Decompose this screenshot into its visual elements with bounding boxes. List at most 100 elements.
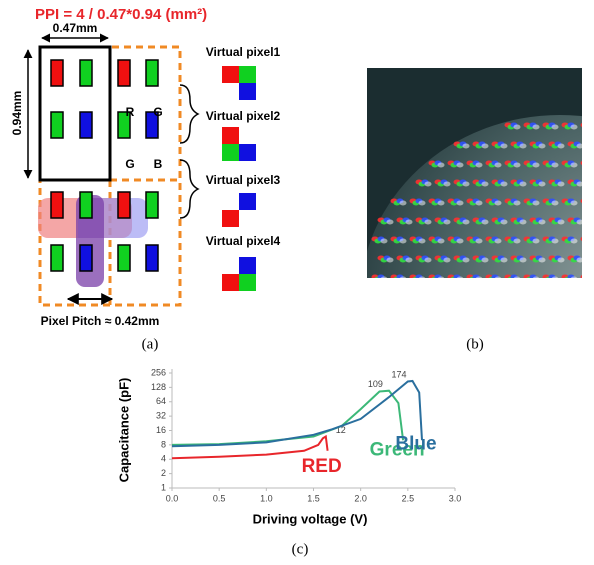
subpixel [51, 192, 63, 218]
y-tick-label: 128 [151, 382, 166, 392]
y-tick-label: 64 [156, 396, 166, 406]
subpixel-label: R [126, 105, 135, 119]
photo-dot [533, 163, 540, 168]
photo-dot [552, 239, 559, 244]
photo-dot [587, 123, 594, 128]
photo-dot [482, 258, 489, 263]
photo-dot [590, 277, 594, 282]
photo-dot [514, 201, 521, 206]
photo-dot [457, 163, 464, 168]
x-tick-label: 0.5 [213, 493, 226, 503]
photo-dot [444, 258, 451, 263]
x-tick-label: 1.5 [307, 493, 320, 503]
photo-dot [590, 125, 594, 130]
subpixel [51, 60, 63, 86]
virtual-subpixel [222, 210, 239, 227]
y-tick-label: 4 [161, 454, 166, 464]
virtual-subpixel [239, 83, 256, 100]
photo-dot [425, 182, 432, 187]
photo-dot [495, 201, 502, 206]
photo-dot [581, 199, 588, 204]
photo-dot [584, 201, 591, 206]
photo-dot [438, 163, 445, 168]
y-tick-label: 8 [161, 439, 166, 449]
photo-dot [476, 277, 483, 282]
photo-dot [587, 256, 594, 261]
photo-dot [438, 277, 445, 282]
photo-dot [587, 180, 594, 185]
photo-dot [495, 277, 502, 282]
photo-dot [571, 163, 578, 168]
virtual-pixel-label: Virtual pixel2 [206, 109, 281, 123]
virtual-subpixel [222, 144, 239, 161]
photo-dot [587, 161, 594, 166]
photo-dot [587, 142, 594, 147]
photo-dot [581, 275, 588, 280]
y-tick-label: 16 [156, 425, 166, 435]
x-tick-label: 2.0 [354, 493, 367, 503]
x-axis-label: Driving voltage (V) [253, 511, 368, 526]
photo-dot [584, 125, 591, 130]
photo-dot [558, 258, 565, 263]
photo-dot [577, 258, 584, 263]
photo-dot [539, 220, 546, 225]
photo-dot [590, 163, 594, 168]
photo-dot [590, 239, 594, 244]
photo-dot [514, 277, 521, 282]
photo-dot [581, 237, 588, 242]
y-tick-label: 2 [161, 468, 166, 478]
subpixel-label: G [153, 105, 162, 119]
photo-dot [400, 201, 407, 206]
photo-dot [552, 277, 559, 282]
subpixel-label: G [125, 157, 134, 171]
photo-dot [571, 239, 578, 244]
series-name: Blue [395, 433, 436, 454]
virtual-pixel-label: Virtual pixel4 [206, 234, 281, 248]
photo-dot [425, 258, 432, 263]
photo-dot [533, 201, 540, 206]
photo-dot [587, 237, 594, 242]
photo-dot [539, 182, 546, 187]
virtual-subpixel [239, 144, 256, 161]
photo-dot [495, 239, 502, 244]
photo-dot [457, 201, 464, 206]
photo-dot [425, 220, 432, 225]
height-label: 0.94mm [10, 91, 24, 136]
subpixel [118, 192, 130, 218]
photo-dot [387, 220, 394, 225]
photo-dot [520, 144, 527, 149]
subpixel [118, 60, 130, 86]
photo-dot [501, 182, 508, 187]
photo-dot [590, 182, 594, 187]
x-tick-label: 1.0 [260, 493, 273, 503]
photo-dot [406, 258, 413, 263]
subpixel [80, 112, 92, 138]
virtual-subpixel [222, 66, 239, 83]
photo-dot [444, 220, 451, 225]
photo-dot [558, 220, 565, 225]
photo-dot [463, 258, 470, 263]
photo-dot [587, 218, 594, 223]
page: {"panel_a": {"formula": "PPI = 4 / 0.47*… [0, 0, 594, 565]
photo-dot [590, 220, 594, 225]
photo-dot [577, 220, 584, 225]
subpixel [146, 192, 158, 218]
photo-dot [577, 144, 584, 149]
photo-dot [539, 258, 546, 263]
photo-dot [520, 220, 527, 225]
width-label: 0.47mm [53, 21, 98, 35]
subpixel [146, 245, 158, 271]
photo-dot [406, 220, 413, 225]
brace [180, 160, 198, 218]
photo-dot [463, 144, 470, 149]
photo-dot [463, 182, 470, 187]
photo-dot [590, 258, 594, 263]
y-tick-label: 1 [161, 482, 166, 492]
photo-dot [400, 239, 407, 244]
photo-dot [438, 201, 445, 206]
photo-dot [533, 239, 540, 244]
photo-dot [476, 239, 483, 244]
photo-dot [584, 277, 591, 282]
photo-dot [581, 123, 588, 128]
photo-dot [501, 144, 508, 149]
